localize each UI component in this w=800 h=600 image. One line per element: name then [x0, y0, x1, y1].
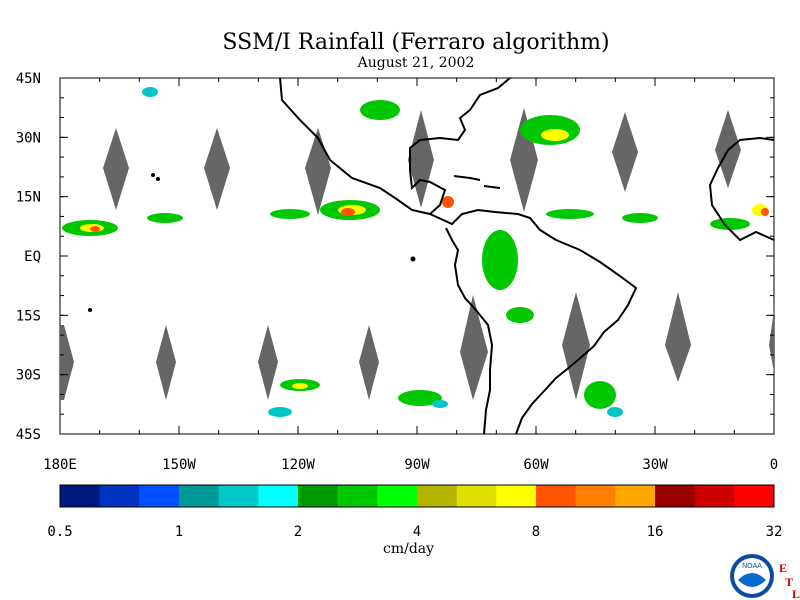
- swath: [156, 325, 176, 400]
- swath: [408, 110, 434, 208]
- coastlines: [279, 77, 775, 435]
- colorbar-swatch: [337, 485, 378, 507]
- lon-label: 180E: [43, 457, 77, 473]
- south-america-coast: [429, 208, 638, 435]
- colorbar-swatch: [139, 485, 180, 507]
- rain-patch: [142, 87, 623, 417]
- islands: [88, 173, 416, 312]
- swath: [769, 310, 774, 372]
- lab-letter-t: T: [785, 575, 793, 589]
- africa-coast: [708, 136, 775, 242]
- swath: [460, 295, 488, 400]
- lon-label: 60W: [523, 457, 549, 473]
- noaa-logo-icon: NOAA E T L: [730, 554, 800, 600]
- colorbar-swatch: [298, 485, 339, 507]
- colorbar-tick-label: 4: [413, 524, 421, 540]
- swath: [562, 292, 590, 400]
- noaa-logo-text: NOAA: [742, 563, 762, 570]
- lon-labels: 180E 150W 120W 90W 60W 30W 0: [43, 457, 778, 473]
- colorbar-tick-label: 32: [766, 524, 783, 540]
- colorbar-tick-label: 16: [647, 524, 664, 540]
- swath: [665, 292, 691, 382]
- colorbar-swatch: [377, 485, 418, 507]
- colorbar-swatch: [60, 485, 101, 507]
- colorbar-swatch: [615, 485, 656, 507]
- colorbar-swatch: [694, 485, 735, 507]
- colorbar-swatch: [179, 485, 220, 507]
- colorbar-units: cm/day: [383, 541, 435, 557]
- axis-ticks: [59, 77, 775, 435]
- colorbar-swatch: [218, 485, 259, 507]
- chart-title: SSM/I Rainfall (Ferraro algorithm): [222, 30, 610, 55]
- lab-letter-l: L: [792, 587, 800, 600]
- north-america-coast: [279, 77, 511, 216]
- colorbar-frame: [59, 484, 775, 508]
- noaa-etl-logo: NOAA E T L: [728, 552, 800, 600]
- colorbar-swatch: [496, 485, 537, 507]
- caribbean-islands: [453, 175, 501, 189]
- lat-label: 15S: [16, 308, 41, 324]
- lat-labels: 45N 30N 15N EQ 15S 30S 45S: [16, 71, 41, 443]
- colorbar-tick-label: 2: [294, 524, 302, 540]
- lat-label: 30S: [16, 368, 41, 384]
- lon-label: 90W: [404, 457, 430, 473]
- swath: [103, 128, 129, 210]
- colorbar-swatch: [655, 485, 696, 507]
- colorbar-tick-label: 8: [532, 524, 540, 540]
- colorbar-swatch: [258, 485, 299, 507]
- lat-label: EQ: [24, 249, 41, 265]
- swath: [359, 325, 379, 400]
- rain-patch: [90, 196, 769, 232]
- colorbar-swatch: [734, 485, 775, 507]
- colorbar-swatch: [575, 485, 616, 507]
- lat-label: 30N: [16, 130, 41, 146]
- lon-label: 120W: [281, 457, 315, 473]
- lon-label: 30W: [642, 457, 668, 473]
- colorbar: [59, 484, 775, 508]
- lat-label: 45S: [16, 427, 41, 443]
- swath: [612, 112, 638, 192]
- colorbar-swatch: [417, 485, 458, 507]
- colorbar-tick-label: 0.5: [47, 524, 72, 540]
- lat-label: 45N: [16, 71, 41, 87]
- swath: [204, 128, 230, 210]
- lon-label: 0: [770, 457, 778, 473]
- swath: [258, 325, 278, 400]
- rain-patches: [62, 87, 769, 417]
- colorbar-labels: 0.5 1 2 4 8 16 32: [47, 524, 782, 540]
- colorbar-swatch: [99, 485, 140, 507]
- colorbar-swatch: [536, 485, 577, 507]
- colorbar-swatch: [456, 485, 497, 507]
- colorbar-tick-label: 1: [175, 524, 183, 540]
- lab-letter-e: E: [779, 561, 787, 575]
- chart-subtitle: August 21, 2002: [357, 55, 475, 71]
- lon-label: 150W: [162, 457, 196, 473]
- lat-label: 15N: [16, 190, 41, 206]
- swath: [60, 325, 74, 400]
